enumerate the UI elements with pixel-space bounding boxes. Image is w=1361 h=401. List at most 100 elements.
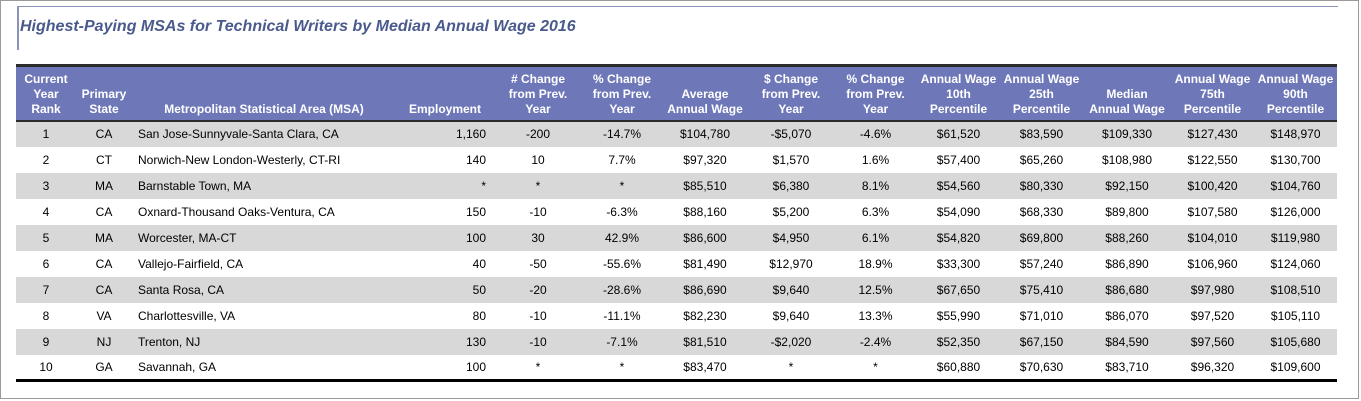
cell-num-change: 30 bbox=[531, 230, 545, 245]
cell-avg-wage: $81,490 bbox=[683, 256, 727, 271]
column-header-state: Primary State bbox=[76, 64, 132, 122]
cell-rank: 2 bbox=[42, 152, 50, 167]
cell-dollar-change: $4,950 bbox=[772, 230, 810, 245]
cell-num-change: -10 bbox=[529, 308, 547, 323]
cell-dollar-change: $5,200 bbox=[772, 204, 810, 219]
cell-pct-change: -7.1% bbox=[606, 334, 638, 349]
cell-rank: 1 bbox=[42, 127, 50, 141]
cell-dollar-change: -$2,020 bbox=[770, 334, 812, 349]
cell-p75: $100,420 bbox=[1187, 178, 1238, 193]
cell-p90: $126,000 bbox=[1270, 204, 1321, 219]
column-header-p90: Annual Wage 90th Percentile bbox=[1254, 64, 1337, 122]
cell-p75: $127,430 bbox=[1187, 127, 1238, 141]
cell-state: VA bbox=[96, 308, 112, 323]
cell-pct-change: -11.1% bbox=[603, 308, 641, 323]
cell-p90: $105,680 bbox=[1270, 334, 1321, 349]
cell-employment: * bbox=[481, 178, 486, 193]
cell-p75: $96,320 bbox=[1171, 354, 1254, 382]
cell-p25: $71,010 bbox=[1019, 308, 1064, 323]
cell-num-change: * bbox=[494, 354, 582, 382]
cell-rank: 5 bbox=[42, 230, 50, 245]
cell-wage-pct-change: 1.6% bbox=[861, 152, 890, 167]
cell-median: $108,980 bbox=[1101, 152, 1153, 167]
column-header-employment: Employment bbox=[396, 64, 494, 122]
cell-p25: $80,330 bbox=[1019, 178, 1064, 193]
cell-p10: $52,350 bbox=[936, 334, 981, 349]
cell-p10: $61,520 bbox=[936, 127, 981, 141]
table-row: 8 VA Charlottesville, VA 80 -10 -11.1% $82,230… bbox=[16, 302, 1337, 329]
cell-msa: Oxnard-Thousand Oaks-Ventura, CA bbox=[138, 204, 335, 219]
cell-wage-pct-change: 8.1% bbox=[861, 178, 890, 193]
cell-num-change: -20 bbox=[529, 282, 547, 297]
cell-state: CA bbox=[95, 256, 113, 271]
table-row: 1 CA San Jose-Sunnyvale-Santa Clara, CA 1,1… bbox=[16, 120, 1337, 147]
table-row: 5 MA Worcester, MA-CT 100 30 42.9% $86,600 $4,9… bbox=[16, 224, 1337, 251]
cell-employment: 100 bbox=[396, 354, 494, 382]
table-row: 9 NJ Trenton, NJ 130 -10 -7.1% $81,510 -$2,020 -… bbox=[16, 328, 1337, 355]
cell-median: $109,330 bbox=[1101, 127, 1153, 141]
cell-pct-change: -28.6% bbox=[602, 282, 642, 297]
cell-rank: 3 bbox=[42, 178, 50, 193]
cell-wage-pct-change: * bbox=[834, 354, 917, 382]
cell-wage-pct-change: -2.4% bbox=[859, 334, 892, 349]
table-row: 3 MA Barnstable Town, MA * * * $85,510 $6,380 8.… bbox=[16, 172, 1337, 199]
cell-p10: $57,400 bbox=[936, 152, 981, 167]
cell-avg-wage: $88,160 bbox=[683, 204, 727, 219]
cell-pct-change: -14.7% bbox=[602, 127, 642, 141]
cell-rank: 6 bbox=[42, 256, 50, 271]
cell-p25: $75,410 bbox=[1019, 282, 1064, 297]
cell-num-change: -10 bbox=[529, 334, 547, 349]
cell-p90: $109,600 bbox=[1254, 354, 1337, 382]
table-row: 2 CT Norwich-New London-Westerly, CT-RI 140… bbox=[16, 146, 1337, 173]
cell-p25: $70,630 bbox=[1000, 354, 1083, 382]
cell-msa: San Jose-Sunnyvale-Santa Clara, CA bbox=[138, 127, 339, 141]
cell-p25: $69,800 bbox=[1019, 230, 1064, 245]
cell-employment: 80 bbox=[472, 308, 486, 323]
cell-p90: $130,700 bbox=[1270, 152, 1321, 167]
cell-state: CA bbox=[95, 282, 113, 297]
cell-msa: Vallejo-Fairfield, CA bbox=[138, 256, 244, 271]
cell-employment: 140 bbox=[465, 152, 486, 167]
table-row: 10 GA Savannah, GA 100 * * $83,470 * * $60,880 $70… bbox=[16, 354, 1337, 382]
cell-p25: $83,590 bbox=[1019, 127, 1064, 141]
cell-pct-change: -6.3% bbox=[606, 204, 638, 219]
cell-p10: $55,990 bbox=[936, 308, 981, 323]
cell-employment: 150 bbox=[465, 204, 486, 219]
cell-p75: $97,980 bbox=[1190, 282, 1235, 297]
cell-employment: 130 bbox=[465, 334, 486, 349]
cell-p90: $104,760 bbox=[1270, 178, 1321, 193]
column-header-p10: Annual Wage 10th Percentile bbox=[917, 64, 1000, 122]
cell-state: NJ bbox=[96, 334, 112, 349]
cell-msa: Trenton, NJ bbox=[138, 334, 201, 349]
cell-avg-wage: $82,230 bbox=[683, 308, 727, 323]
cell-median: $92,150 bbox=[1105, 178, 1149, 193]
cell-p25: $65,260 bbox=[1019, 152, 1064, 167]
cell-avg-wage: $97,320 bbox=[683, 152, 727, 167]
column-header-num-change: # Change from Prev. Year bbox=[494, 64, 582, 122]
cell-rank: 4 bbox=[42, 204, 50, 219]
cell-num-change: -200 bbox=[525, 127, 551, 141]
cell-avg-wage: $86,690 bbox=[683, 282, 727, 297]
cell-pct-change: 7.7% bbox=[608, 152, 636, 167]
cell-median: $86,070 bbox=[1105, 308, 1149, 323]
cell-msa: Charlottesville, VA bbox=[138, 308, 236, 323]
cell-dollar-change: $12,970 bbox=[769, 256, 813, 271]
cell-p75: $104,010 bbox=[1187, 230, 1238, 245]
column-header-wage-pct-change: % Change from Prev. Year bbox=[834, 64, 917, 122]
cell-pct-change: 42.9% bbox=[604, 230, 640, 245]
cell-state: CA bbox=[95, 127, 113, 141]
cell-state: CA bbox=[95, 204, 113, 219]
cell-employment: 100 bbox=[465, 230, 486, 245]
cell-state: MA bbox=[95, 178, 113, 193]
cell-avg-wage: $83,470 bbox=[662, 354, 748, 382]
column-header-median: Median Annual Wage bbox=[1083, 64, 1171, 122]
cell-msa: Norwich-New London-Westerly, CT-RI bbox=[138, 152, 341, 167]
cell-p25: $67,150 bbox=[1019, 334, 1064, 349]
cell-msa: Savannah, GA bbox=[132, 354, 396, 382]
cell-p10: $67,650 bbox=[936, 282, 981, 297]
table-row: 6 CA Vallejo-Fairfield, CA 40 -50 -55.6% $81,4… bbox=[16, 250, 1337, 277]
column-header-dollar-change: $ Change from Prev. Year bbox=[748, 64, 834, 122]
cell-dollar-change: $9,640 bbox=[772, 308, 810, 323]
cell-median: $84,590 bbox=[1105, 334, 1149, 349]
